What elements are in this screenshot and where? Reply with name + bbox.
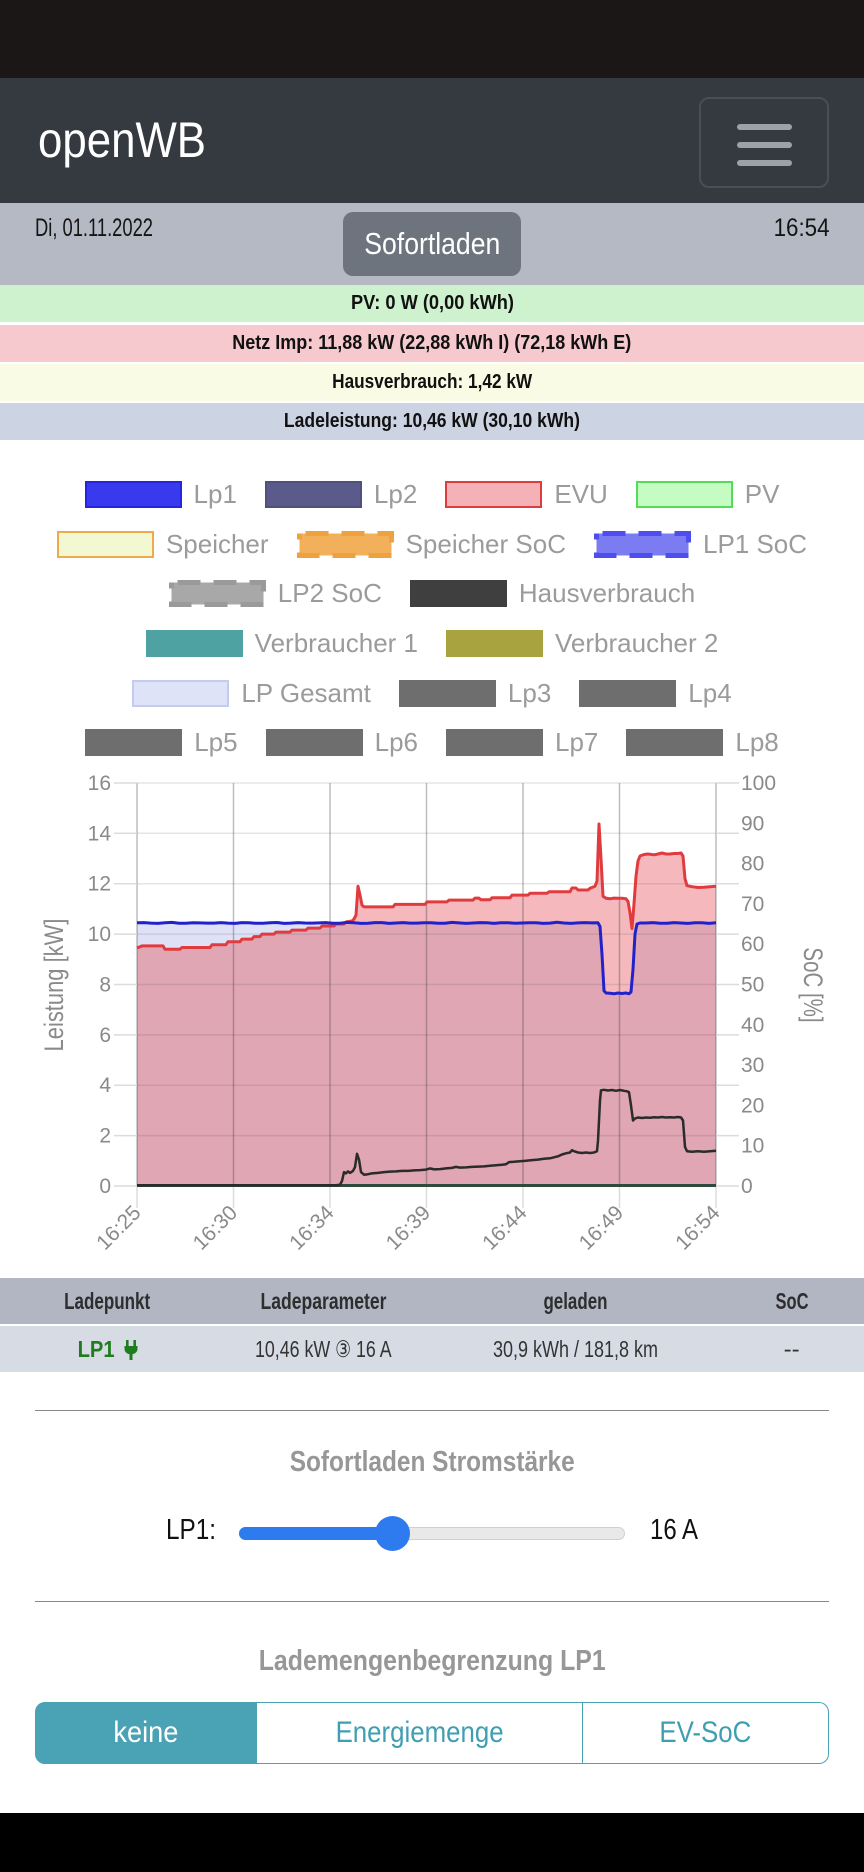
svg-text:16:54: 16:54 xyxy=(671,1201,725,1255)
svg-text:Leistung [kW]: Leistung [kW] xyxy=(40,919,70,1052)
svg-text:90: 90 xyxy=(741,812,764,835)
svg-text:16:25: 16:25 xyxy=(92,1201,145,1254)
svg-text:4: 4 xyxy=(99,1074,111,1097)
svg-text:14: 14 xyxy=(88,822,112,845)
svg-text:16: 16 xyxy=(88,772,111,795)
svg-text:SoC [%]: SoC [%] xyxy=(797,947,827,1022)
svg-text:16:49: 16:49 xyxy=(575,1201,628,1254)
svg-text:12: 12 xyxy=(88,873,111,896)
svg-text:6: 6 xyxy=(99,1024,111,1047)
svg-text:40: 40 xyxy=(741,1014,764,1037)
svg-text:0: 0 xyxy=(99,1175,111,1198)
svg-text:80: 80 xyxy=(741,853,764,876)
svg-text:10: 10 xyxy=(741,1135,764,1158)
svg-text:16:44: 16:44 xyxy=(478,1201,532,1255)
svg-text:16:30: 16:30 xyxy=(189,1201,242,1254)
svg-text:50: 50 xyxy=(741,974,764,997)
svg-text:2: 2 xyxy=(99,1125,111,1148)
svg-text:60: 60 xyxy=(741,933,764,956)
svg-text:100: 100 xyxy=(741,772,776,795)
svg-text:30: 30 xyxy=(741,1054,764,1077)
svg-text:70: 70 xyxy=(741,893,764,916)
svg-text:8: 8 xyxy=(99,974,111,997)
svg-text:16:34: 16:34 xyxy=(285,1201,339,1255)
svg-text:16:39: 16:39 xyxy=(382,1201,435,1254)
svg-text:0: 0 xyxy=(741,1175,753,1198)
svg-text:10: 10 xyxy=(88,923,111,946)
svg-text:20: 20 xyxy=(741,1094,764,1117)
